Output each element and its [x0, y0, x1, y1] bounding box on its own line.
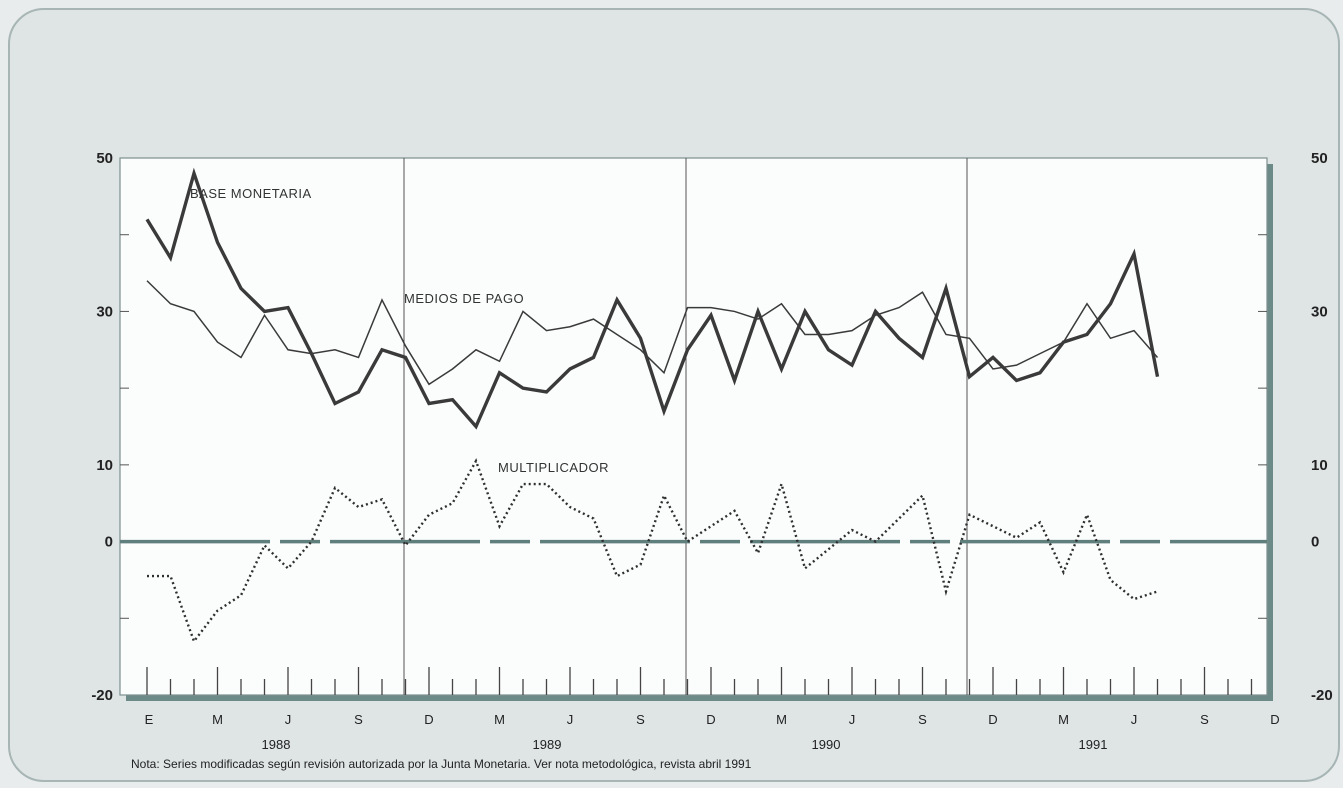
- month-label: M: [212, 712, 223, 727]
- y-tick-label-left: 30: [96, 303, 113, 320]
- month-label: S: [1200, 712, 1209, 727]
- month-label: D: [706, 712, 715, 727]
- y-tick-label-right: 0: [1311, 534, 1319, 551]
- y-tick-label-right: 10: [1311, 457, 1328, 474]
- gridlines: [120, 158, 1267, 695]
- month-label: J: [285, 712, 292, 727]
- month-label: E: [145, 712, 154, 727]
- year-label: 1991: [1079, 737, 1108, 752]
- month-label: M: [494, 712, 505, 727]
- chart-text: 50 30 10 0 -20 50 30 10 0 -20 BASE MONETARIA MEDIOS…: [91, 150, 1332, 771]
- y-tick-label-left: -20: [91, 687, 113, 704]
- series-label-base-monetaria-line: BASE MONETARIA: [190, 186, 312, 201]
- footnote: Nota: Series modificadas según revisión …: [131, 757, 752, 771]
- month-label: D: [988, 712, 997, 727]
- plot-area: [119, 157, 1268, 696]
- month-label: D: [424, 712, 433, 727]
- month-label: S: [354, 712, 363, 727]
- month-label: S: [918, 712, 927, 727]
- month-label: M: [776, 712, 787, 727]
- year-label: 1990: [812, 737, 841, 752]
- y-tick-label-right: -20: [1311, 687, 1333, 704]
- month-label: D: [1270, 712, 1279, 727]
- series-label-medios-de-pago-line: MEDIOS DE PAGO: [404, 291, 524, 306]
- series-label-multiplicador-line: MULTIPLICADOR: [498, 460, 609, 475]
- y-tick-label-right: 50: [1311, 150, 1328, 167]
- series-lines: [145, 167, 1160, 644]
- y-tick-label-right: 30: [1311, 303, 1328, 320]
- multiplicador-line: [147, 458, 1158, 644]
- year-label: 1988: [262, 737, 291, 752]
- month-label: S: [636, 712, 645, 727]
- y-tick-label-left: 50: [96, 150, 113, 167]
- month-label: J: [567, 712, 574, 727]
- month-label: J: [1131, 712, 1138, 727]
- medios-de-pago-line: [146, 280, 1159, 386]
- y-tick-label-left: 0: [105, 534, 113, 551]
- month-label: J: [849, 712, 856, 727]
- month-label: M: [1058, 712, 1069, 727]
- y-tick-label-left: 10: [96, 457, 113, 474]
- base-monetaria-line: [145, 167, 1160, 430]
- year-label: 1989: [533, 737, 562, 752]
- x-axis-ticks: [146, 667, 1253, 695]
